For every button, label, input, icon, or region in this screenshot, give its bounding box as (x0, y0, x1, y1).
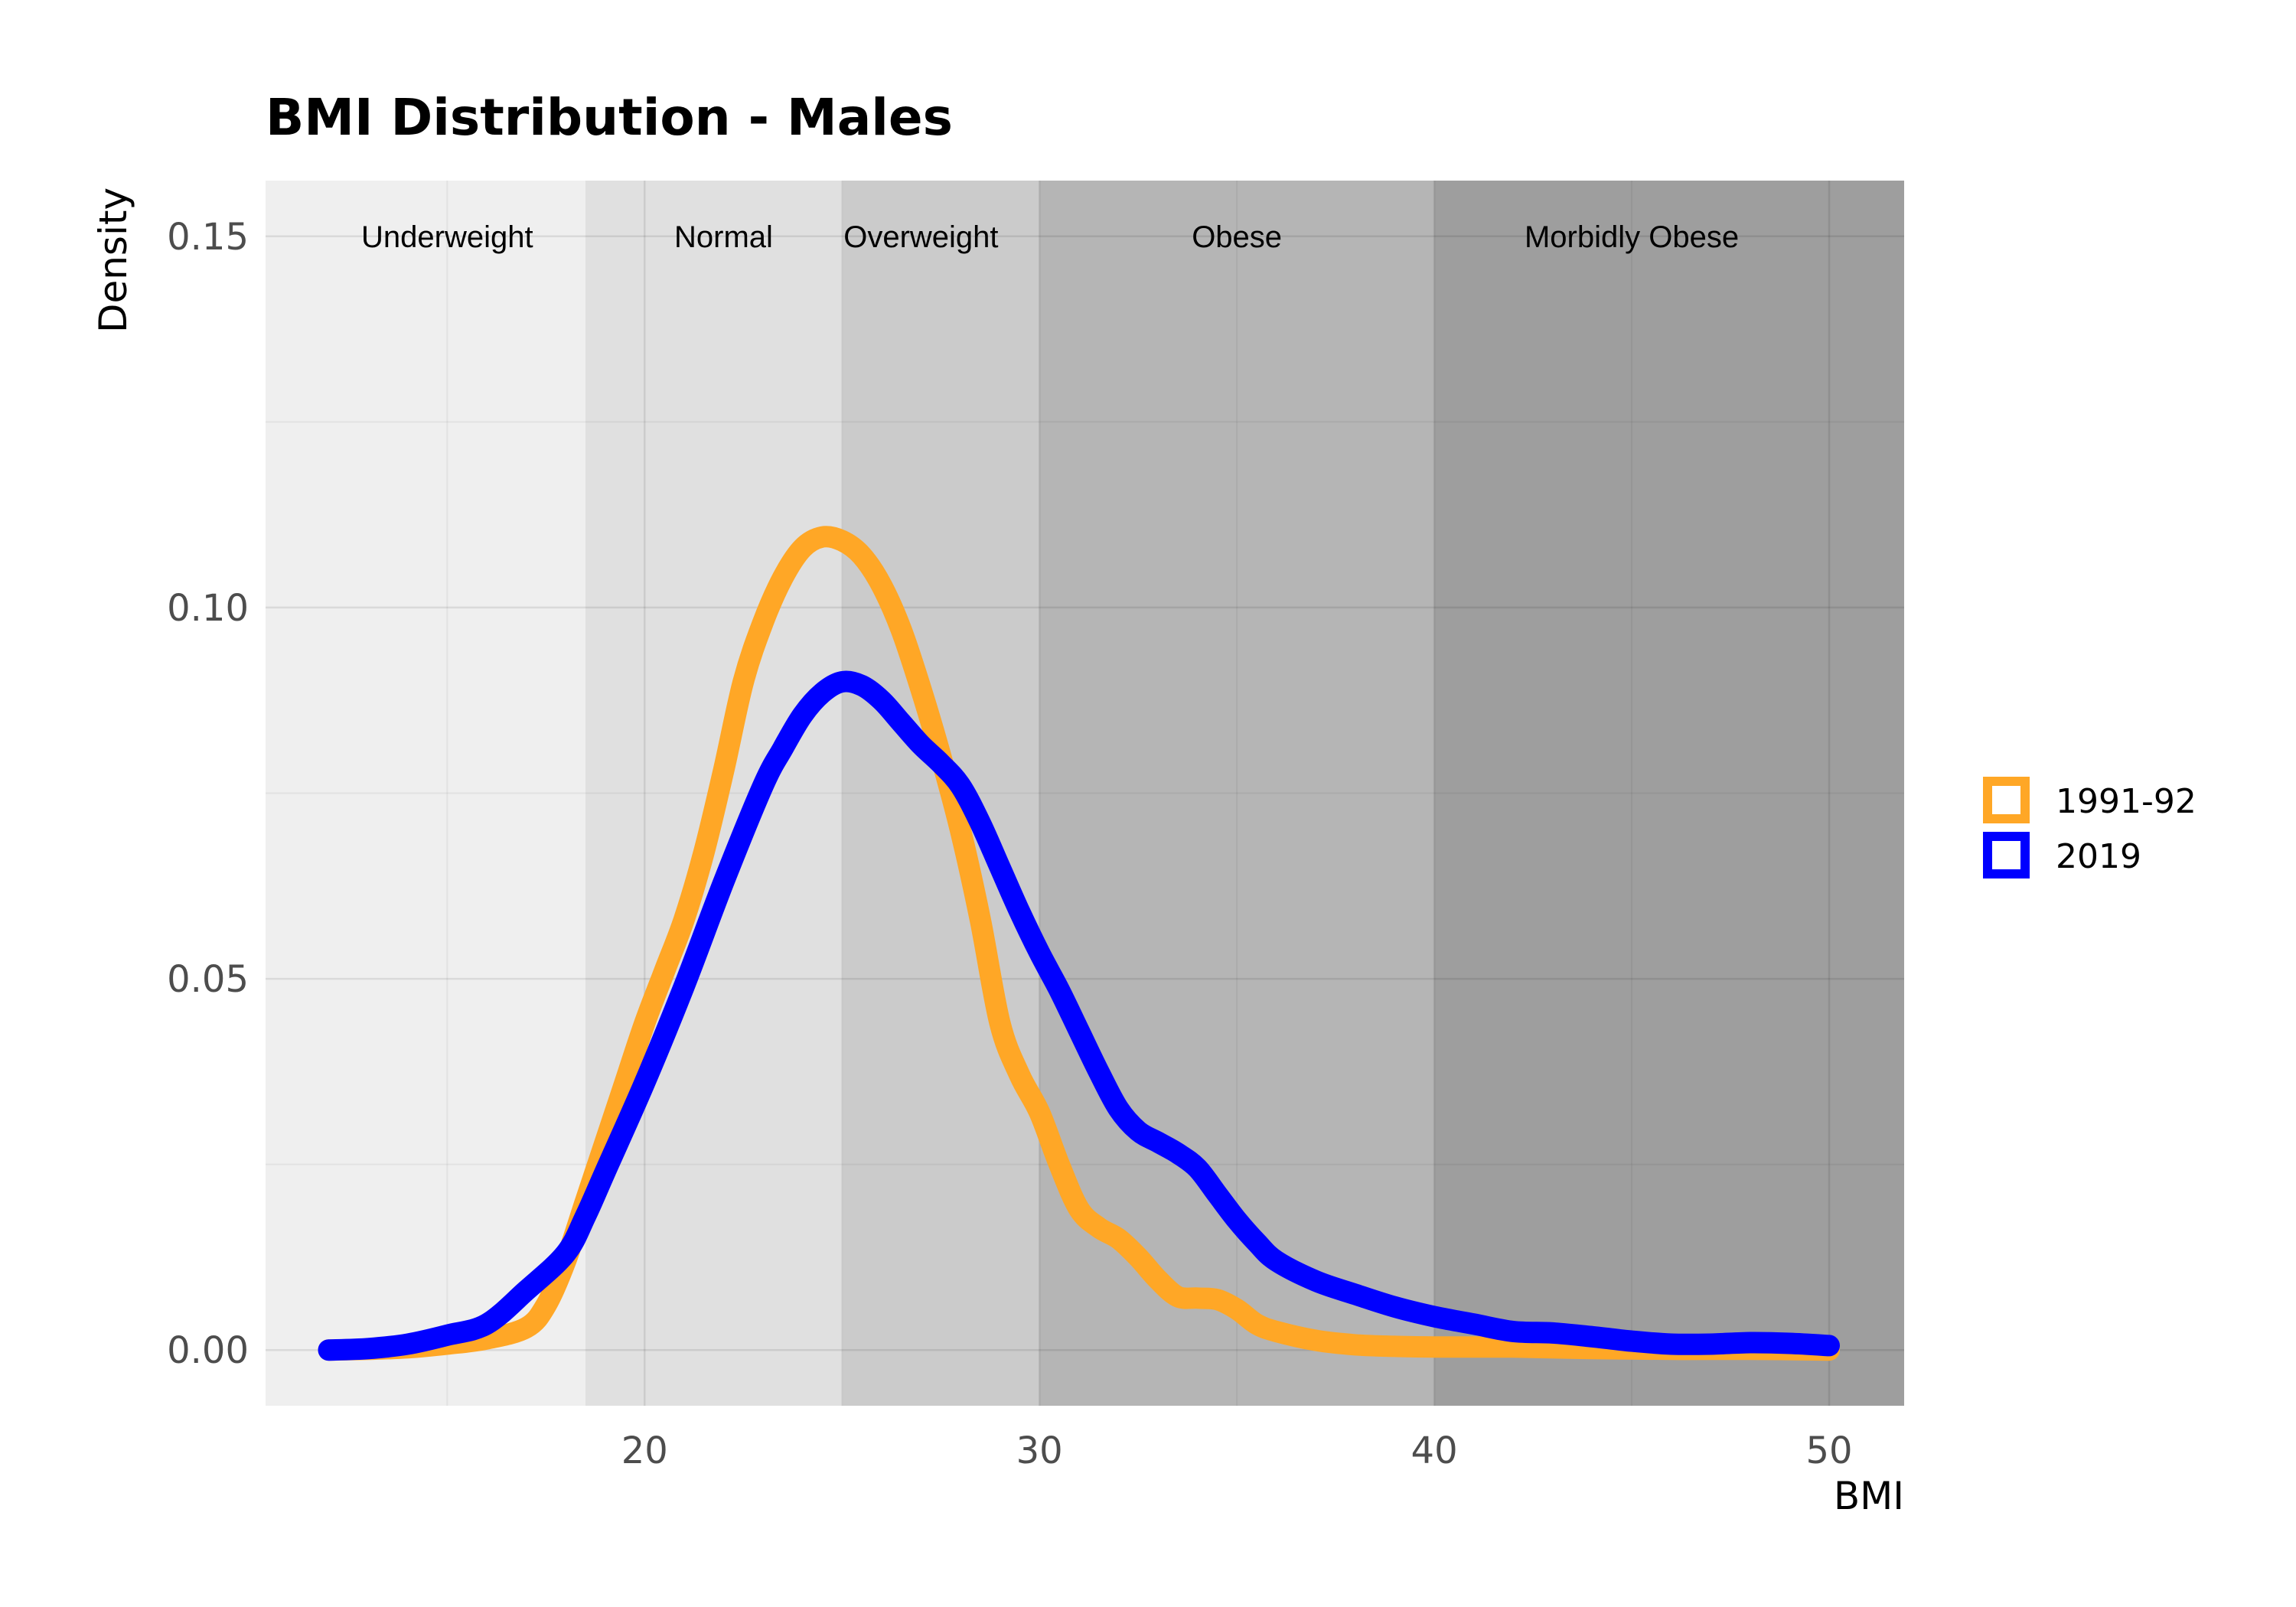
x-tick-label: 30 (1016, 1429, 1063, 1472)
y-tick-label: 0.05 (167, 958, 249, 1001)
x-axis-title: BMI (1834, 1474, 1904, 1518)
x-tick-label: 50 (1805, 1429, 1852, 1472)
legend-key-1991-92 (1983, 777, 2030, 823)
band-labels-layer: Underweight Normal Overweight Obese Morbidly… (361, 220, 1739, 254)
band-obese (1039, 181, 1435, 1406)
band-morbidly-obese (1434, 181, 1904, 1406)
x-tick-label: 20 (621, 1429, 668, 1472)
chart-title: BMI Distribution - Males (266, 88, 953, 147)
y-tick-label: 0.10 (167, 587, 249, 630)
band-label-overweight: Overweight (843, 220, 998, 254)
y-tick-label: 0.15 (167, 216, 249, 259)
ticks-layer: 20 30 40 50 0.00 0.05 0.10 0.15 (167, 216, 1852, 1472)
band-label-morbidly-obese: Morbidly Obese (1525, 220, 1739, 254)
grid-layer (266, 181, 1904, 1406)
legend-label-1991-92: 1991-92 (2056, 782, 2197, 821)
y-axis-title: Density (91, 187, 135, 333)
legend: 1991-92 2019 (1983, 777, 2197, 878)
band-label-obese: Obese (1192, 220, 1282, 254)
x-tick-label: 40 (1411, 1429, 1458, 1472)
series-line-2019 (318, 670, 1840, 1361)
band-underweight (266, 181, 585, 1406)
y-tick-label: 0.00 (167, 1329, 249, 1372)
band-label-underweight: Underweight (361, 220, 533, 254)
band-label-normal: Normal (674, 220, 773, 254)
legend-key-2019 (1983, 832, 2030, 878)
legend-label-2019: 2019 (2056, 837, 2141, 876)
series-layer (318, 526, 1840, 1361)
